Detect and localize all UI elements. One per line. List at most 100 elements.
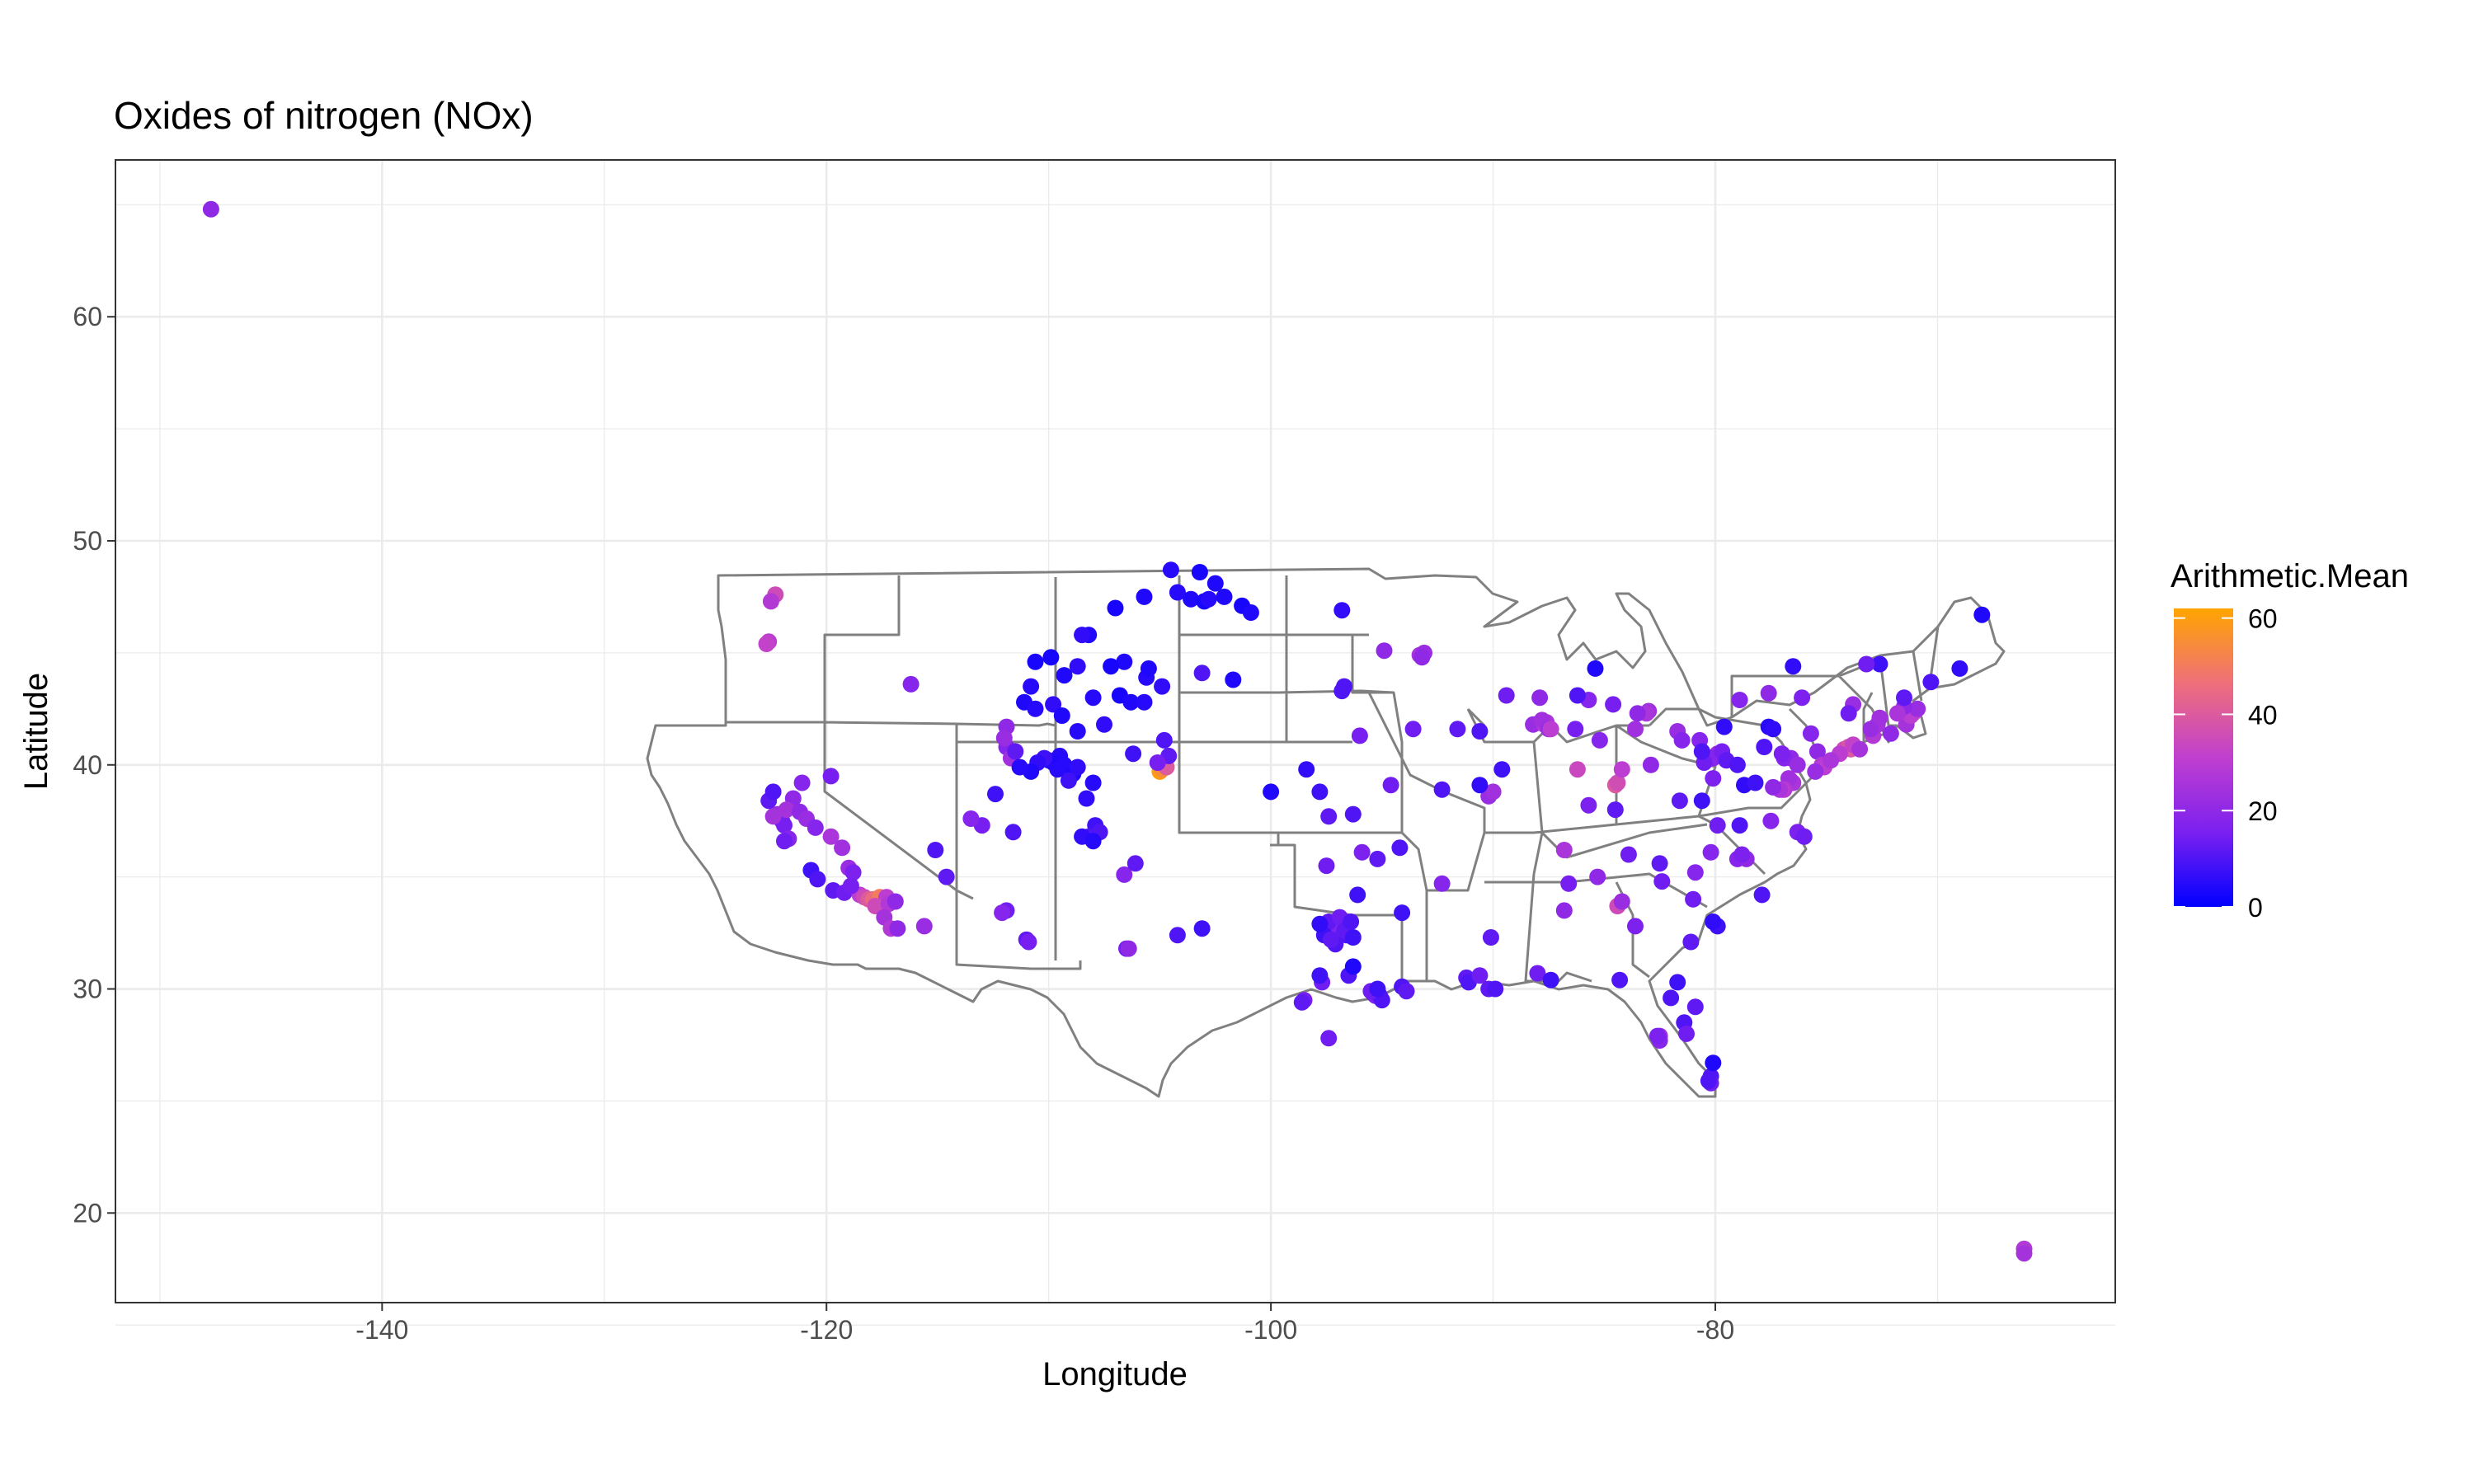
data-point [1671,792,1688,810]
grid-lines [115,160,2115,1326]
legend-title: Arithmetic.Mean [2171,558,2409,594]
data-point [778,801,795,819]
data-point [793,774,811,791]
data-point [1613,893,1630,910]
data-point [764,808,782,825]
data-point [1673,731,1691,749]
data-point [1620,846,1637,863]
data-point [1074,627,1091,644]
plot-panel-background [115,160,2115,1303]
data-point [1344,805,1362,823]
data-point [1149,754,1166,771]
data-point [1649,1027,1666,1045]
data-point [1700,1073,1717,1089]
y-tick-label: 50 [73,526,102,556]
data-point [1611,971,1629,989]
data-point [1715,718,1733,735]
data-point [822,828,840,845]
data-point [1682,933,1700,951]
data-point [994,904,1011,922]
data-point [1471,723,1489,740]
data-point [962,810,980,827]
data-point [1376,642,1393,660]
data-point [1609,774,1626,791]
data-point [1487,980,1504,998]
data-point [1069,658,1086,675]
data-point [1333,683,1351,700]
data-point [1773,745,1790,763]
data-point [1605,696,1622,713]
data-point [889,920,906,937]
data-point [1888,705,1906,722]
data-point [1333,602,1351,619]
data-point [1498,687,1515,704]
data-point [1120,940,1137,957]
data-point [1069,758,1086,776]
data-point [1705,1054,1722,1072]
data-point [1858,655,1875,673]
data-point [1731,817,1748,834]
x-tick-label: -100 [1244,1315,1297,1345]
data-point [1069,723,1086,740]
data-point [1484,783,1502,801]
data-point [822,768,840,785]
data-point [764,783,782,801]
data-point [1808,743,1826,760]
data-point [1049,761,1066,778]
data-point [1685,890,1702,908]
data-point [1103,658,1120,675]
x-tick-label: -120 [800,1315,853,1345]
data-point [1606,801,1624,819]
data-points [202,200,2033,1262]
x-tick-label: -140 [355,1315,408,1345]
data-point [1154,678,1171,695]
data-point [1785,658,1802,675]
data-point [1756,739,1773,755]
data-point [1542,721,1559,738]
data-point [1045,696,1062,713]
data-point [938,868,955,885]
data-point [1193,920,1211,937]
data-point [1311,967,1329,984]
data-point [1569,761,1586,778]
data-point [1642,756,1659,773]
data-point [1705,913,1722,930]
data-point [1394,904,1411,922]
data-point [1060,772,1077,789]
data-point [1433,781,1451,798]
data-point [1795,828,1813,845]
data-point [1125,745,1142,763]
data-point [1973,606,1991,623]
data-point [1693,792,1710,810]
data-point [1629,705,1646,722]
data-point [1569,687,1586,704]
data-point [1807,763,1824,780]
data-point [1007,743,1024,760]
data-point [1762,812,1780,829]
data-point [1627,721,1644,738]
data-point [842,877,859,895]
data-point [1311,915,1329,932]
data-point [1882,725,1899,742]
data-point [1449,721,1466,738]
data-point [927,842,944,858]
data-point [1056,667,1073,684]
data-point [1096,716,1112,733]
x-axis-title: Longitude [1042,1356,1188,1392]
data-point [1320,808,1338,825]
data-point [1078,790,1095,807]
legend-tick-label: 60 [2248,604,2278,634]
data-point [1206,575,1224,592]
data-point [1200,590,1217,608]
data-point [1840,705,1857,722]
data-point [1116,653,1133,670]
data-point [1322,931,1339,948]
chart-title: Oxides of nitrogen (NOx) [114,94,534,137]
data-point [807,819,824,836]
data-point [1862,721,1879,738]
data-point [1343,913,1360,930]
legend-colorbar [2174,608,2233,907]
data-point [776,817,793,834]
data-point [1471,967,1489,984]
data-point [1794,689,1811,707]
